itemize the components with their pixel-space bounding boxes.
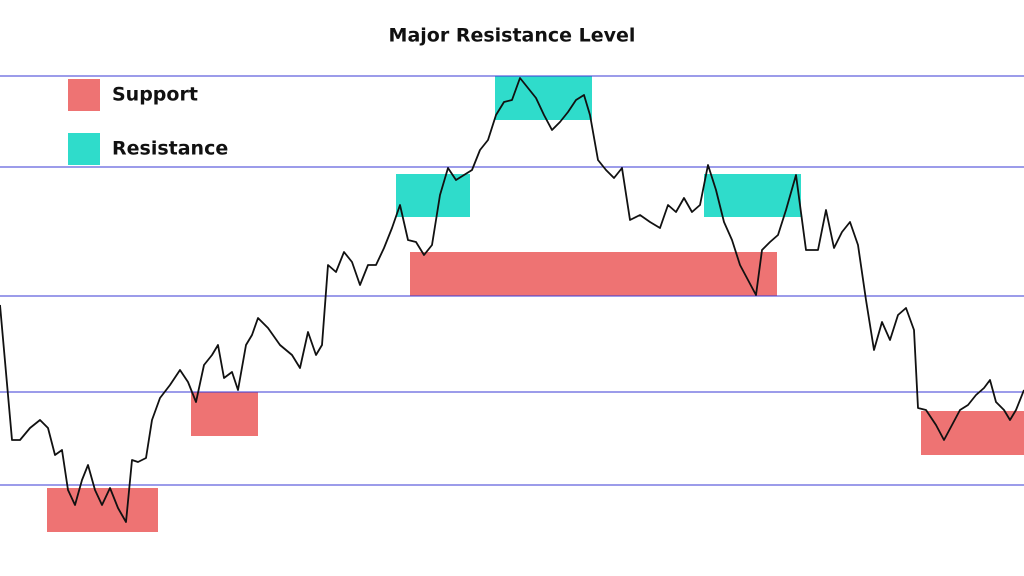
zone (396, 174, 470, 217)
legend-swatch (68, 133, 100, 165)
legend-label: Resistance (112, 138, 228, 160)
legend-swatch (68, 79, 100, 111)
chart-title: Major Resistance Level (389, 25, 636, 47)
price-line (0, 77, 1024, 523)
legend-label: Support (112, 84, 198, 106)
zone (47, 488, 158, 532)
zone (191, 392, 258, 436)
zone (410, 252, 777, 296)
zone (921, 411, 1024, 455)
